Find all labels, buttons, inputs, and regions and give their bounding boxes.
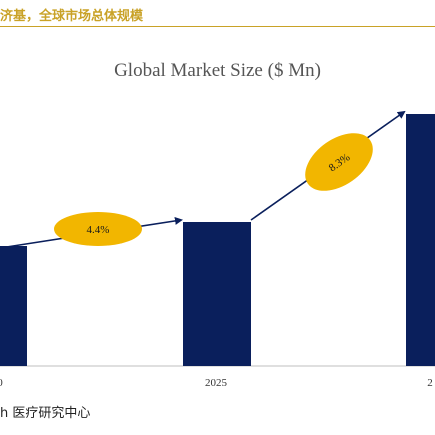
bar-0 — [0, 246, 27, 366]
growth-badge-0: 4.4% — [54, 212, 142, 246]
source-footer: h 医疗研究中心 — [0, 406, 91, 421]
bar-2 — [406, 114, 435, 366]
report-header: 济基，全球市场总体规模 — [0, 0, 435, 30]
header-rule — [0, 26, 435, 27]
bar-1 — [183, 222, 251, 366]
chart-title: Global Market Size ($ Mn) — [114, 60, 321, 81]
growth-badge-1: 8.3% — [305, 133, 373, 191]
x-tick-label-1: 2025 — [205, 377, 228, 389]
growth-badge-label-0: 4.4% — [87, 224, 110, 236]
x-tick-label-2: 2 — [427, 377, 433, 389]
header-title: 济基，全球市场总体规模 — [0, 9, 144, 24]
x-tick-label-0: 0 — [0, 377, 3, 389]
